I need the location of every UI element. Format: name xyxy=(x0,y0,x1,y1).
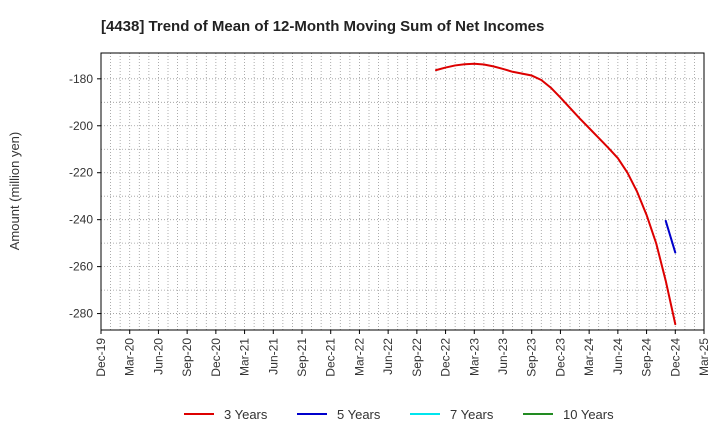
series-layer xyxy=(435,62,677,326)
x-tick-label: Sep-21 xyxy=(295,338,309,377)
y-axis-ticks: -180 -200 -220 -240 -260 -280 xyxy=(69,72,101,321)
y-axis-label: Amount (million yen) xyxy=(7,132,22,251)
series-line-2 xyxy=(664,219,677,254)
x-tick-label: Dec-22 xyxy=(439,338,453,377)
y-tick-label: -280 xyxy=(69,307,93,321)
x-tick-label: Mar-22 xyxy=(352,338,366,376)
x-tick-label: Sep-20 xyxy=(180,338,194,377)
x-tick-label: Sep-22 xyxy=(410,338,424,377)
y-tick-label: -220 xyxy=(69,166,93,180)
legend-label-3: 7 Years xyxy=(450,407,494,422)
x-tick-label: Dec-21 xyxy=(324,338,338,377)
x-tick-label: Mar-21 xyxy=(238,338,252,376)
legend-label-2: 5 Years xyxy=(337,407,381,422)
x-tick-label: Jun-24 xyxy=(611,338,625,375)
x-tick-label: Dec-19 xyxy=(94,338,108,377)
x-tick-label: Dec-24 xyxy=(668,338,682,377)
x-tick-label: Sep-23 xyxy=(525,338,539,377)
y-tick-label: -260 xyxy=(69,260,93,274)
plot-frame xyxy=(100,52,705,331)
y-tick-label: -180 xyxy=(69,72,93,86)
x-tick-label: Mar-24 xyxy=(582,338,596,376)
chart-title: [4438] Trend of Mean of 12-Month Moving … xyxy=(101,18,544,35)
x-tick-label: Dec-23 xyxy=(553,338,567,377)
legend: 3 Years 5 Years 7 Years 10 Years xyxy=(184,407,614,422)
x-tick-label: Mar-20 xyxy=(123,338,137,376)
x-tick-label: Jun-21 xyxy=(266,338,280,375)
x-tick-label: Jun-23 xyxy=(496,338,510,375)
legend-label-1: 3 Years xyxy=(224,407,268,422)
x-tick-label: Jun-20 xyxy=(151,338,165,375)
x-tick-label: Jun-22 xyxy=(381,338,395,375)
x-tick-label: Dec-20 xyxy=(209,338,223,377)
legend-label-4: 10 Years xyxy=(563,407,614,422)
grid-lines xyxy=(101,53,704,330)
series-line-1 xyxy=(435,62,677,326)
x-tick-label: Sep-24 xyxy=(640,338,654,377)
x-tick-label: Mar-23 xyxy=(467,338,481,376)
y-tick-label: -200 xyxy=(69,119,93,133)
x-axis-ticks: Dec-19 Mar-20 Jun-20 Sep-20 Dec-20 Mar-21 Jun-… xyxy=(94,330,711,377)
x-tick-label: Mar-25 xyxy=(697,338,711,376)
y-tick-label: -240 xyxy=(69,213,93,227)
plot-area xyxy=(101,53,704,330)
